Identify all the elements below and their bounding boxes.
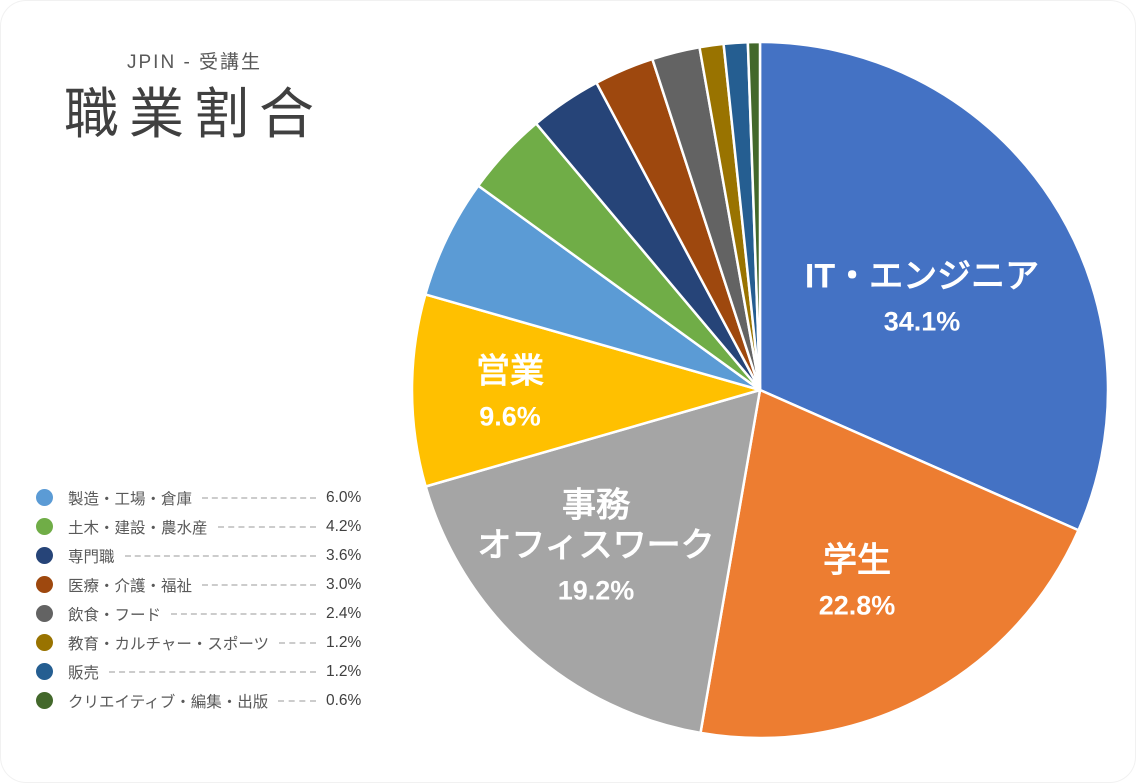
legend-item: クリエイティブ・編集・出版 0.6% xyxy=(36,686,372,715)
legend-leader-line xyxy=(109,670,316,673)
legend-color-dot xyxy=(36,605,53,622)
legend-value: 3.0% xyxy=(326,575,362,593)
legend-label: 製造・工場・倉庫 xyxy=(68,490,193,508)
legend-label: 飲食・フード xyxy=(68,606,162,624)
legend-value: 0.6% xyxy=(326,691,362,709)
legend-item: 教育・カルチャー・スポーツ 1.2% xyxy=(36,628,372,657)
legend-color-dot xyxy=(36,489,53,506)
legend-color-dot xyxy=(36,547,53,564)
pie-slice-label-2: 事務 オフィスワーク 19.2% xyxy=(477,486,714,607)
slice-percent-text: 9.6% xyxy=(479,401,541,432)
pie-slice-label-1: 学生 22.8% xyxy=(819,541,896,622)
page-title: 職業割合 xyxy=(64,83,325,145)
legend-value: 6.0% xyxy=(326,488,362,506)
slice-category-text: 事務 xyxy=(561,486,630,525)
legend-leader-line xyxy=(217,525,316,528)
slice-category-text: IT・エンジニア xyxy=(804,257,1040,296)
slice-percent-text: 22.8% xyxy=(818,590,896,621)
legend-item: 飲食・フード 2.4% xyxy=(36,599,372,628)
slice-percent-text: 19.2% xyxy=(557,575,635,606)
legend-leader-line xyxy=(202,583,316,586)
legend-color-dot xyxy=(36,663,53,680)
legend-value: 3.6% xyxy=(326,546,362,564)
pie-slice-1 xyxy=(699,388,1080,740)
pie-slice-3 xyxy=(410,293,762,488)
pie-slice-label-3: 営業 9.6% xyxy=(476,352,544,433)
legend-value: 1.2% xyxy=(326,662,362,680)
legend: 製造・工場・倉庫 6.0% 土木・建設・農水産 4.2% 専門職 3.6% 医療… xyxy=(36,483,372,715)
slice-category-text: 学生 xyxy=(823,541,891,580)
pie-slice-label-0: IT・エンジニア 34.1% xyxy=(805,257,1039,338)
legend-color-dot xyxy=(36,692,53,709)
pie-slice-11 xyxy=(746,40,762,392)
legend-color-dot xyxy=(36,634,53,651)
legend-label: クリエイティブ・編集・出版 xyxy=(68,693,269,711)
legend-label: 医療・介護・福祉 xyxy=(68,577,193,595)
legend-label: 販売 xyxy=(68,664,100,682)
legend-leader-line xyxy=(278,699,316,702)
slice-percent-text: 34.1% xyxy=(883,306,961,337)
legend-label: 土木・建設・農水産 xyxy=(68,519,208,537)
pie-slice-0 xyxy=(758,40,1110,532)
legend-value: 1.2% xyxy=(326,633,362,651)
legend-value: 4.2% xyxy=(326,517,362,535)
legend-leader-line xyxy=(171,612,316,615)
slice-category-text: オフィスワーク xyxy=(477,526,715,565)
legend-value: 2.4% xyxy=(326,604,362,622)
legend-item: 土木・建設・農水産 4.2% xyxy=(36,512,372,541)
legend-label: 教育・カルチャー・スポーツ xyxy=(68,635,270,653)
legend-item: 専門職 3.6% xyxy=(36,541,372,570)
legend-leader-line xyxy=(279,641,316,644)
legend-leader-line xyxy=(124,554,316,557)
legend-item: 医療・介護・福祉 3.0% xyxy=(36,570,372,599)
legend-color-dot xyxy=(36,518,53,535)
legend-color-dot xyxy=(36,576,53,593)
legend-leader-line xyxy=(202,496,316,499)
legend-item: 製造・工場・倉庫 6.0% xyxy=(36,483,372,512)
slice-category-text: 営業 xyxy=(476,352,544,391)
legend-label: 専門職 xyxy=(68,548,115,566)
pie-slice-2 xyxy=(424,388,762,735)
legend-item: 販売 1.2% xyxy=(36,657,372,686)
chart-subtitle: JPIN - 受講生 xyxy=(127,52,263,73)
